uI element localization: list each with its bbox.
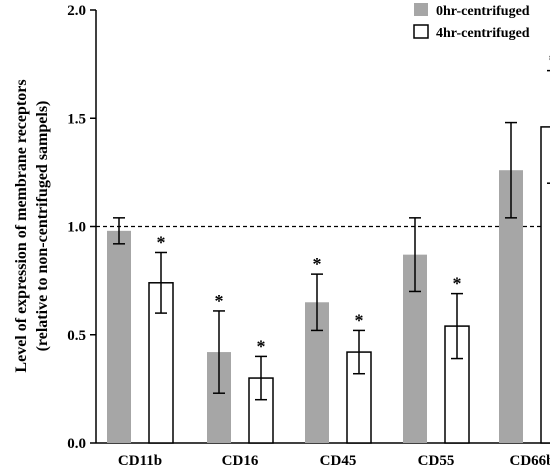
significance-star: *: [257, 336, 266, 356]
y-tick-label: 0.5: [67, 328, 86, 344]
significance-star: *: [549, 51, 550, 71]
y-axis-subtitle: (relative to non-centrifuged sampels): [34, 101, 51, 352]
bars: * * * * * * *: [107, 51, 550, 444]
significance-star: *: [453, 274, 462, 294]
category-label: CD16: [222, 453, 259, 468]
y-tick-label: 1.5: [67, 111, 86, 127]
y-tick-label: 2.0: [67, 3, 86, 19]
legend: 0hr-centrifuged 4hr-centrifuged: [413, 3, 530, 41]
legend-swatch-0hr: [414, 3, 428, 16]
category-label: CD66b: [509, 453, 550, 468]
bar-cd45-4hr: [346, 351, 372, 444]
y-axis-title: Level of expression of membrane receptor…: [13, 79, 30, 372]
legend-swatch-4hr: [413, 24, 429, 39]
legend-label-0hr: 0hr-centrifuged: [436, 4, 530, 19]
category-label: CD55: [418, 453, 455, 468]
y-ticks: 0.0 0.5 1.0 1.5 2.0: [67, 3, 96, 452]
significance-star: *: [215, 291, 224, 311]
category-labels: CD11b CD16 CD45 CD55 CD66b: [118, 453, 550, 468]
y-tick-label: 0.0: [67, 436, 86, 452]
legend-label-4hr: 4hr-centrifuged: [436, 26, 530, 41]
y-tick-label: 1.0: [67, 220, 86, 236]
bar-cd11b-0hr: [107, 230, 131, 443]
category-label: CD11b: [118, 453, 162, 468]
significance-star: *: [355, 310, 364, 330]
significance-star: *: [313, 254, 322, 274]
category-label: CD45: [320, 453, 357, 468]
significance-star: *: [157, 232, 166, 252]
bar-cd66b-4hr: [540, 126, 550, 444]
